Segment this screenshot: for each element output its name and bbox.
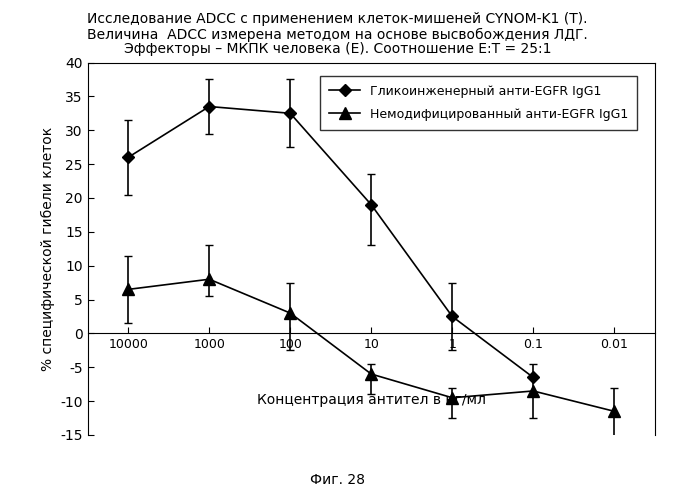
Legend: Гликоинженерный анти-EGFR IgG1, Немодифицированный анти-EGFR IgG1: Гликоинженерный анти-EGFR IgG1, Немодифи… xyxy=(320,76,637,130)
Гликоинженерный анти-EGFR IgG1 xyxy=(529,374,537,380)
Гликоинженерный анти-EGFR IgG1 xyxy=(448,314,456,320)
Y-axis label: % специфической гибели клеток: % специфической гибели клеток xyxy=(40,126,55,371)
Text: Эффекторы – МКПК человека (Е). Соотношение E:T = 25:1: Эффекторы – МКПК человека (Е). Соотношен… xyxy=(124,42,551,56)
Гликоинженерный анти-EGFR IgG1 xyxy=(367,202,375,207)
Немодифицированный анти-EGFR IgG1 xyxy=(124,286,132,292)
Гликоинженерный анти-EGFR IgG1 xyxy=(205,104,213,110)
Немодифицированный анти-EGFR IgG1 xyxy=(286,310,294,316)
Немодифицированный анти-EGFR IgG1 xyxy=(448,395,456,401)
Немодифицированный анти-EGFR IgG1 xyxy=(610,408,618,414)
Line: Немодифицированный анти-EGFR IgG1: Немодифицированный анти-EGFR IgG1 xyxy=(123,274,620,417)
Text: Величина  ADCC измерена методом на основе высвобождения ЛДГ.: Величина ADCC измерена методом на основе… xyxy=(87,28,588,42)
X-axis label: Концентрация антител в нг/мл: Концентрация антител в нг/мл xyxy=(256,393,486,407)
Гликоинженерный анти-EGFR IgG1 xyxy=(286,110,294,116)
Text: Исследование ADCC с применением клеток-мишеней CYNOM-K1 (T).: Исследование ADCC с применением клеток-м… xyxy=(87,12,588,26)
Немодифицированный анти-EGFR IgG1 xyxy=(529,388,537,394)
Немодифицированный анти-EGFR IgG1 xyxy=(367,371,375,377)
Text: Фиг. 28: Фиг. 28 xyxy=(310,474,365,488)
Немодифицированный анти-EGFR IgG1 xyxy=(205,276,213,282)
Гликоинженерный анти-EGFR IgG1 xyxy=(124,154,132,160)
Line: Гликоинженерный анти-EGFR IgG1: Гликоинженерный анти-EGFR IgG1 xyxy=(124,102,537,382)
